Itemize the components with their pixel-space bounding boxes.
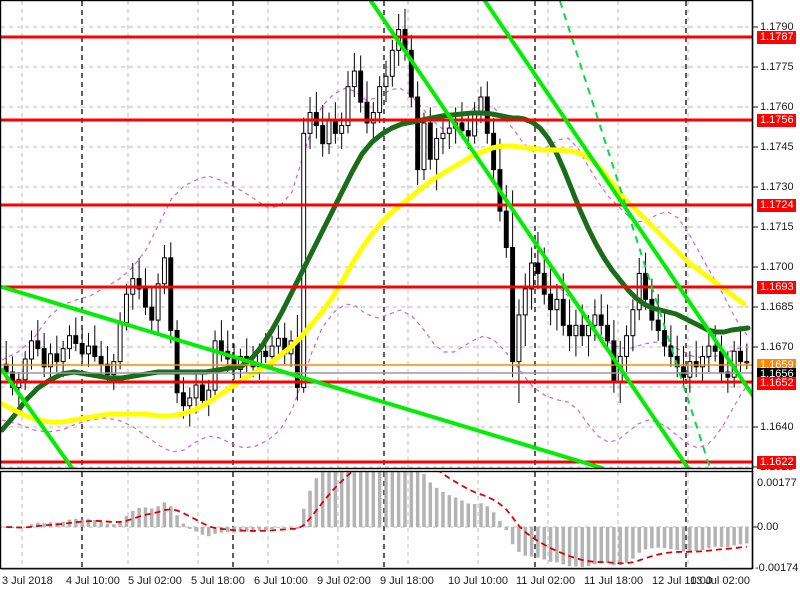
price-tick-label: 1.1760 (760, 101, 794, 113)
channel-dashed-line (559, 1, 711, 468)
price-tick-label: 1.1745 (760, 141, 794, 153)
time-tick-label: 10 Jul 10:00 (448, 575, 508, 587)
moving-average-yellow (1, 143, 747, 425)
horizontal-level-lines[interactable] (1, 35, 752, 464)
time-tick-label: 6 Jul 10:00 (254, 575, 308, 587)
price-tick-label: 1.1775 (760, 61, 794, 73)
time-tick-label: 13 Jul 02:00 (690, 575, 750, 587)
resistance-label-2: 1.1756 (757, 114, 796, 127)
price-tick-label: 1.1730 (760, 181, 794, 193)
macd-signal-line (6, 472, 747, 565)
trend-channel-dashed[interactable] (559, 1, 711, 468)
price-tick-label: 1.1715 (760, 221, 794, 233)
price-tick-label: 1.1670 (760, 341, 794, 353)
macd-tick-label: 0.00177 (757, 477, 797, 489)
price-tick-label: 1.1790 (760, 21, 794, 33)
support-label-1: 1.1652 (757, 377, 796, 390)
resistance-label-3: 1.1724 (757, 199, 796, 212)
channel-lower-line (1, 285, 604, 468)
channel-mid-line (483, 1, 752, 398)
time-tick-label: 11 Jul 02:00 (516, 575, 576, 587)
support-label-2: 1.1622 (757, 456, 796, 469)
time-tick-label: 5 Jul 18:00 (191, 575, 245, 587)
time-tick-label: 11 Jul 18:00 (584, 575, 644, 587)
time-tick-label: 9 Jul 18:00 (380, 575, 434, 587)
price-tick-label: 1.1685 (760, 301, 794, 313)
macd-tick-label: -0.00174 (755, 562, 799, 574)
price-tick-label: 1.1700 (760, 261, 794, 273)
time-tick-label: 3 Jul 2018 (2, 575, 53, 587)
price-tick-label: 1.1640 (760, 421, 794, 433)
macd-tick-label: 0.00 (757, 521, 779, 533)
macd-histogram (4, 472, 749, 567)
time-tick-label: 9 Jul 02:00 (317, 575, 371, 587)
time-tick-label: 4 Jul 10:00 (66, 575, 120, 587)
price-axis-ticks (752, 26, 758, 528)
resistance-label-1: 1.1787 (757, 31, 796, 44)
resistance-label-4: 1.1693 (757, 281, 796, 294)
price-axis-tick-stubs (740, 26, 752, 528)
time-tick-label: 12 Jul 10:00 (652, 575, 712, 587)
trend-channel-secondary[interactable] (1, 368, 74, 468)
trend-channel-lines[interactable] (1, 1, 760, 468)
time-tick-label: 5 Jul 02:00 (128, 575, 182, 587)
channel-upper-line (369, 1, 690, 468)
